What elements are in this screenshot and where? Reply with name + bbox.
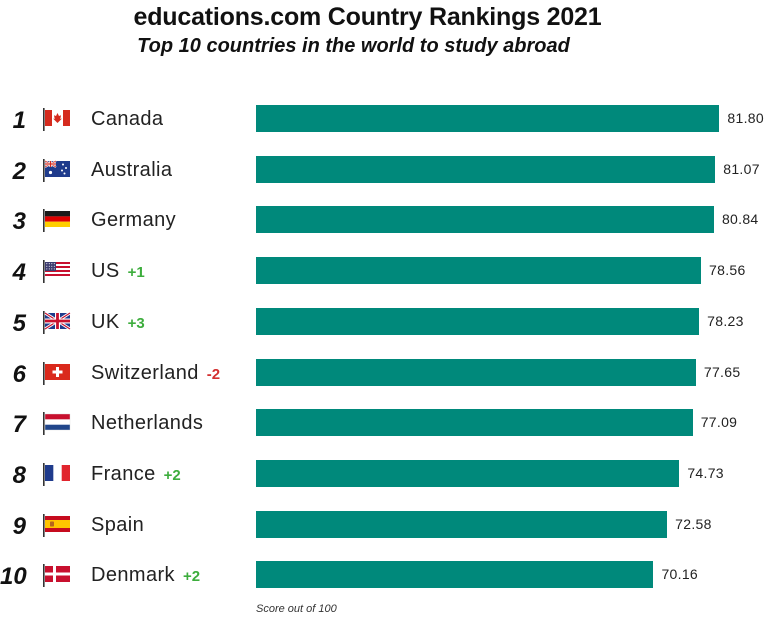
canada-flag-icon [43, 108, 70, 131]
country-name: Australia [91, 158, 173, 181]
rank-change-badge: +2 [182, 568, 201, 586]
score-bar [256, 510, 668, 538]
score-bar [256, 358, 696, 386]
netherlands-flag-icon [43, 412, 71, 436]
score-bar [256, 459, 680, 487]
country-name: Spain [91, 513, 145, 536]
score-bar [256, 105, 720, 132]
ranking-row: 9 Spain 72.58 [0, 510, 769, 541]
country-name: Canada [91, 108, 164, 130]
score-bar [256, 561, 654, 589]
rank-number: 3 [12, 208, 26, 236]
uk-flag-icon [43, 310, 71, 334]
country-label: France +2 [91, 463, 181, 486]
chart-subtitle: Top 10 countries in the world to study a… [137, 35, 570, 57]
score-value-label: 72.58 [675, 515, 712, 532]
rank-number: 4 [12, 259, 26, 287]
score-bar [256, 155, 716, 183]
country-name: US [91, 260, 120, 283]
france-flag-icon [43, 462, 70, 486]
ranking-row: 10 Denmark +2 70.16 [0, 561, 769, 591]
country-label: Denmark +2 [91, 564, 200, 587]
ranking-row: 6 Switzerland -2 77.65 [0, 358, 769, 389]
score-bar [256, 206, 714, 234]
rank-number: 6 [12, 360, 26, 388]
footnote: Score out of 100 [256, 603, 337, 615]
rank-change-badge: +3 [127, 314, 145, 332]
rank-number: 8 [12, 461, 26, 489]
denmark-flag-icon [43, 564, 70, 588]
rank-change-badge: +2 [163, 466, 181, 484]
score-value-label: 81.07 [723, 160, 760, 177]
switzerland-flag-icon [43, 361, 70, 385]
country-label: Spain [91, 514, 144, 537]
chart-title: educations.com Country Rankings 2021 [133, 3, 602, 31]
rank-number: 7 [12, 411, 26, 439]
country-name: Denmark [91, 564, 175, 587]
country-name: Switzerland [91, 361, 199, 384]
country-name: UK [91, 310, 120, 333]
score-value-label: 70.16 [661, 566, 698, 583]
rank-change-badge: +1 [127, 264, 145, 282]
ranking-row: 2 Australia 81.07 [0, 155, 769, 186]
country-name: Germany [91, 209, 177, 232]
rank-number: 1 [12, 107, 26, 134]
ranking-row: 1 Canada 81.80 [0, 105, 769, 135]
us-flag-icon [43, 260, 70, 284]
rank-number: 2 [12, 157, 26, 185]
score-value-label: 77.65 [703, 363, 741, 380]
score-value-label: 74.73 [687, 464, 724, 481]
score-bar [256, 257, 702, 285]
score-value-label: 80.84 [721, 211, 759, 228]
score-value-label: 78.56 [709, 262, 746, 279]
country-name: France [91, 462, 156, 485]
ranking-row: 4 US +1 78.56 [0, 257, 769, 287]
ranking-row: 7 Netherlands 77.09 [0, 409, 769, 439]
country-label: Germany [91, 209, 176, 232]
country-label: Switzerland -2 [91, 362, 220, 385]
score-value-label: 78.23 [707, 312, 744, 329]
rank-number: 9 [12, 512, 26, 540]
ranking-row: 3 Germany 80.84 [0, 206, 769, 236]
country-name: Netherlands [91, 412, 204, 435]
score-bar [256, 409, 693, 437]
ranking-row: 8 France +2 74.73 [0, 459, 769, 490]
rank-number: 5 [12, 309, 26, 337]
country-label: US +1 [91, 260, 145, 283]
country-label: Netherlands [91, 412, 203, 435]
score-value-label: 77.09 [700, 414, 738, 431]
score-value-label: 81.80 [727, 110, 764, 126]
rank-change-badge: -2 [206, 365, 221, 383]
ranking-row: 5 UK +3 78.23 [0, 307, 769, 338]
country-label: Canada [91, 108, 163, 131]
score-bar [256, 307, 700, 335]
rank-number: 10 [0, 563, 27, 591]
australia-flag-icon [43, 158, 70, 182]
country-label: Australia [91, 159, 172, 182]
spain-flag-icon [43, 513, 70, 537]
germany-flag-icon [43, 209, 70, 233]
country-label: UK +3 [91, 311, 145, 334]
